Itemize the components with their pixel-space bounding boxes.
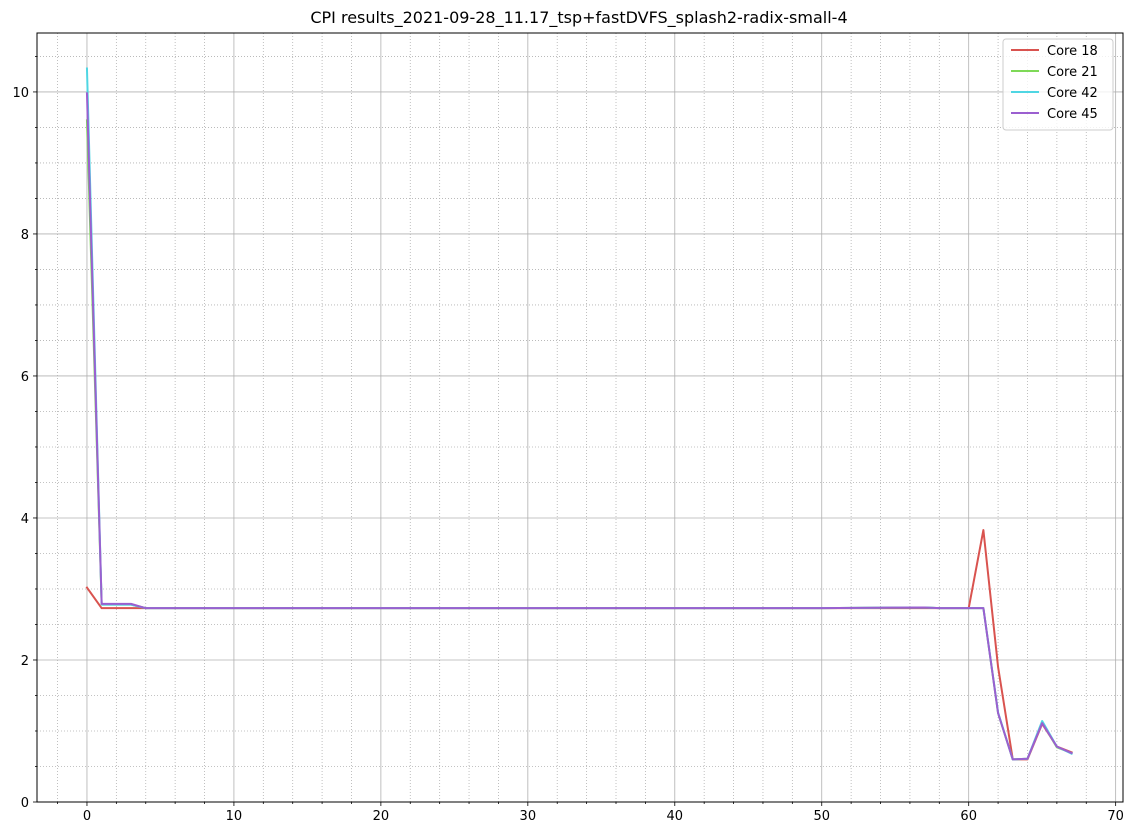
legend-entry-label: Core 45 <box>1047 107 1098 122</box>
legend-entry-label: Core 42 <box>1047 86 1098 101</box>
minor-grid <box>37 33 1123 802</box>
axis-ticks: 0 10 20 30 40 50 60 70 0 2 4 6 8 10 <box>12 56 1124 824</box>
y-tick-label: 2 <box>21 654 29 669</box>
legend: Core 18 Core 21 Core 42 Core 45 <box>1002 38 1114 131</box>
x-tick-label: 10 <box>226 809 243 824</box>
y-tick-label: 6 <box>21 370 29 385</box>
x-tick-label: 30 <box>520 809 537 824</box>
major-grid <box>37 33 1123 803</box>
series-line-core-18 <box>85 529 1073 761</box>
legend-entry-label: Core 18 <box>1047 44 1098 59</box>
x-tick-label: 50 <box>813 809 830 824</box>
series-line-core-45 <box>85 92 1073 761</box>
series-line-core-42 <box>85 67 1073 761</box>
x-tick-label: 40 <box>667 809 684 824</box>
x-tick-label: 70 <box>1107 809 1124 824</box>
x-tick-label: 20 <box>373 809 390 824</box>
series-line-core-21 <box>85 119 1073 761</box>
y-tick-label: 8 <box>21 228 29 243</box>
plot-frame <box>36 32 1124 803</box>
legend-box <box>1002 38 1114 131</box>
y-tick-label: 10 <box>12 86 29 101</box>
series-layer <box>85 67 1073 761</box>
x-tick-label: 60 <box>960 809 977 824</box>
chart-title: CPI results_2021-09-28_11.17_tsp+fastDVF… <box>310 8 847 28</box>
y-tick-label: 4 <box>21 512 29 527</box>
y-tick-label: 0 <box>21 796 29 811</box>
legend-entry-label: Core 21 <box>1047 65 1098 80</box>
x-tick-label: 0 <box>83 809 91 824</box>
